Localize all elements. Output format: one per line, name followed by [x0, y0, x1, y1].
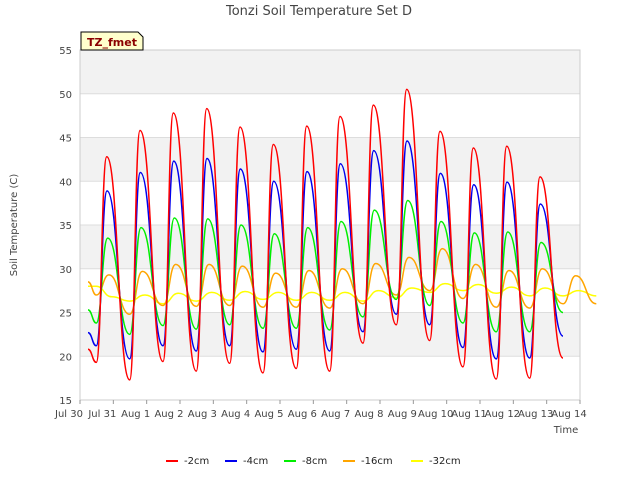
background-band — [80, 312, 580, 357]
x-tick-label: Aug 4 — [221, 409, 250, 420]
y-tick-label: 45 — [59, 134, 72, 145]
x-tick-label: Aug 13 — [518, 409, 553, 420]
legend: -2cm -4cm -8cm -16cm -32cm — [166, 456, 461, 467]
background-band — [80, 225, 580, 269]
background-bands — [80, 50, 580, 357]
x-tick-label: Aug 5 — [254, 409, 283, 420]
y-tick-label: 30 — [59, 265, 72, 276]
y-tick-label: 50 — [59, 90, 72, 101]
legend-label: -8cm — [302, 456, 327, 467]
x-tick-label: Aug 9 — [388, 409, 417, 420]
y-axis-ticks: 15 20 25 30 35 40 45 50 55 — [59, 46, 72, 407]
x-tick-label: Aug 7 — [321, 409, 350, 420]
y-tick-label: 55 — [59, 46, 72, 57]
x-tick-label: Aug 12 — [485, 409, 520, 420]
x-tick-label: Aug 6 — [288, 409, 317, 420]
legend-label: -16cm — [361, 456, 393, 467]
y-tick-label: 15 — [59, 396, 72, 407]
x-tick-label: Aug 2 — [154, 409, 183, 420]
dataset-tag-box — [80, 31, 144, 51]
x-tick-label: Jul 30 — [54, 409, 83, 420]
series-line-16cmcm-depth — [87, 247, 597, 316]
x-tick-label: Aug 10 — [418, 409, 453, 420]
x-tick-label: Aug 14 — [551, 409, 586, 420]
x-tick-label: Aug 8 — [354, 409, 383, 420]
background-band — [80, 50, 580, 94]
x-axis-ticks: Jul 30 Jul 31 Aug 1 Aug 2 Aug 3 Aug 4 Aug 5 Aug… — [54, 400, 587, 420]
series-layer — [87, 88, 597, 381]
y-axis-title: Soil Temperature (C) — [9, 174, 20, 277]
legend-label: -32cm — [429, 456, 461, 467]
dataset-tag-label: TZ_fmet — [87, 36, 137, 49]
x-axis-title: Time — [553, 425, 578, 436]
y-tick-label: 20 — [59, 352, 72, 363]
legend-label: -2cm — [184, 456, 209, 467]
y-tick-label: 40 — [59, 177, 72, 188]
legend-label: -4cm — [243, 456, 268, 467]
y-tick-label: 25 — [59, 309, 72, 320]
x-tick-label: Aug 3 — [188, 409, 217, 420]
dataset-tag: TZ_fmet — [80, 31, 144, 51]
x-tick-label: Aug 11 — [451, 409, 486, 420]
series-line-2cmcm-depth — [87, 88, 564, 381]
chart-title: Tonzi Soil Temperature Set D — [225, 4, 412, 19]
x-tick-label: Aug 1 — [121, 409, 150, 420]
background-band — [80, 137, 580, 182]
plot-frame — [79, 49, 581, 401]
gridlines — [79, 49, 581, 401]
y-tick-label: 35 — [59, 221, 72, 232]
x-tick-label: Jul 31 — [87, 409, 116, 420]
